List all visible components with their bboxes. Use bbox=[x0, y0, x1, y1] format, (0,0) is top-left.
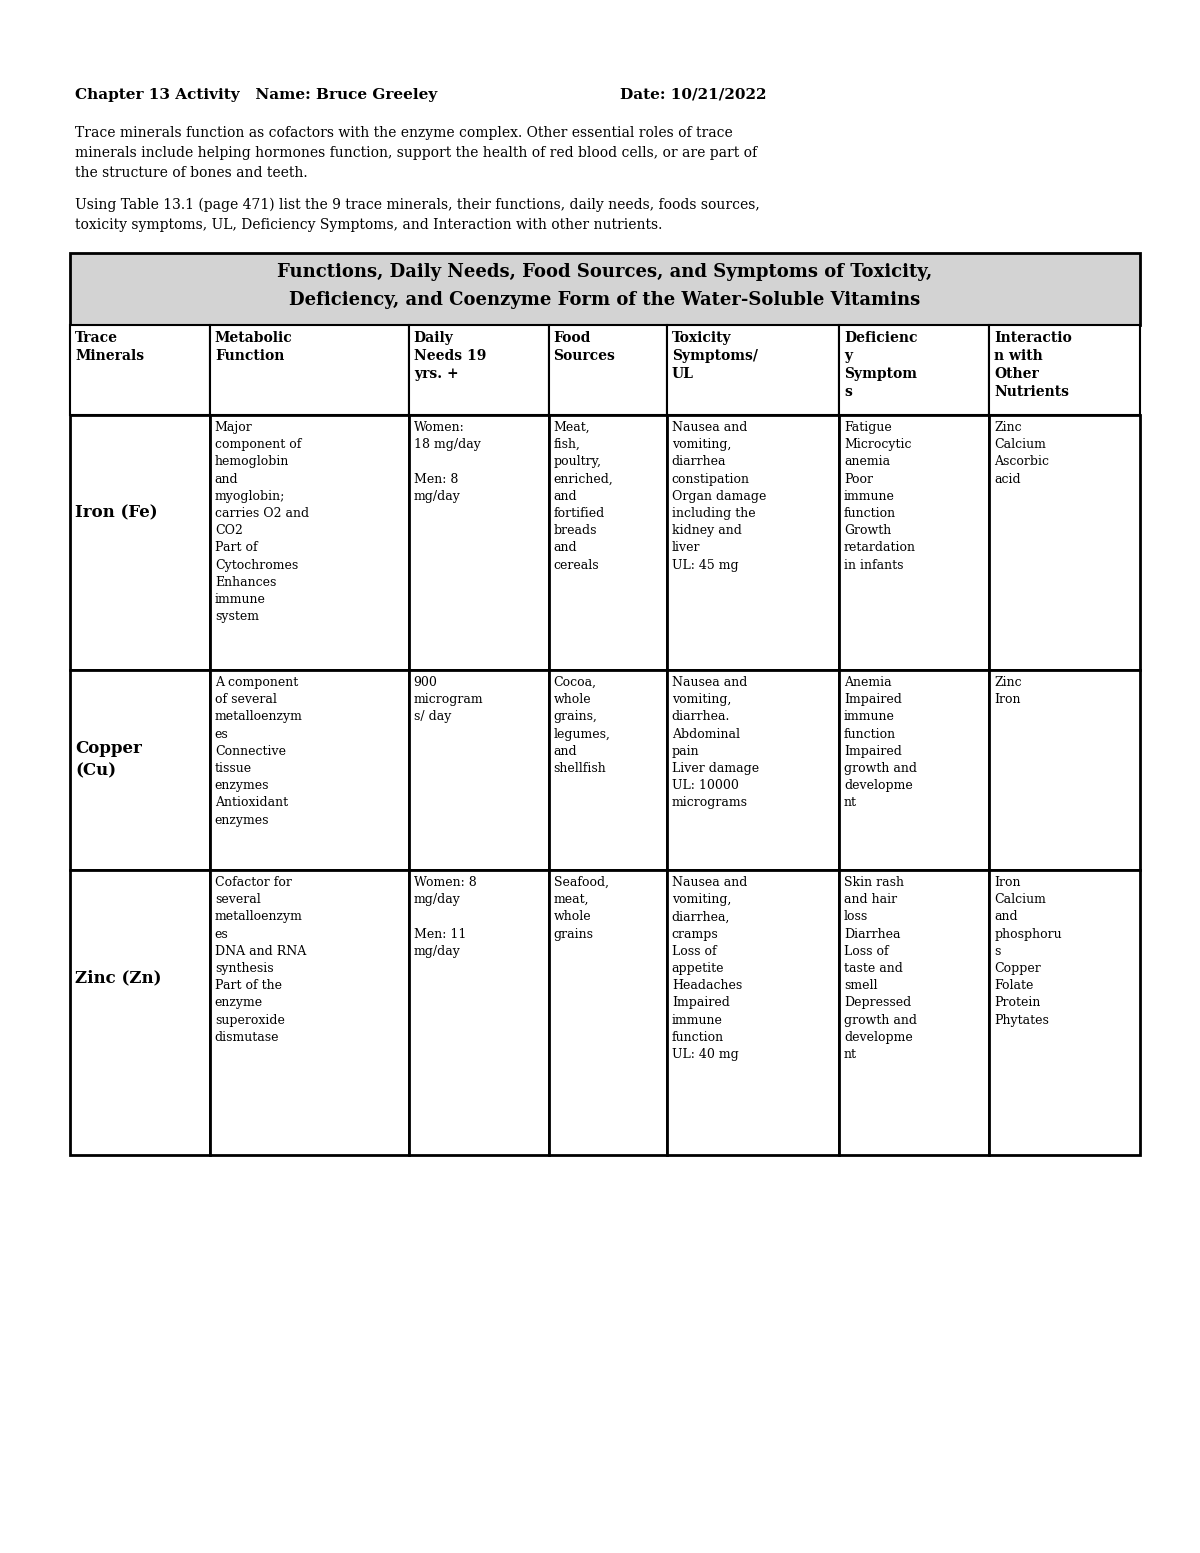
Text: A component
of several
metalloenzym
es
Connective
tissue
enzymes
Antioxidant
enz: A component of several metalloenzym es C… bbox=[215, 676, 302, 826]
Bar bbox=[70, 325, 210, 415]
Text: Nausea and
vomiting,
diarrhea
constipation
Organ damage
including the
kidney and: Nausea and vomiting, diarrhea constipati… bbox=[672, 421, 767, 572]
Bar bbox=[839, 870, 990, 1155]
Text: Daily
Needs 19
yrs. +: Daily Needs 19 yrs. + bbox=[414, 331, 486, 380]
Bar bbox=[548, 870, 667, 1155]
Bar bbox=[548, 415, 667, 669]
Text: Anemia
Impaired
immune
function
Impaired
growth and
developme
nt: Anemia Impaired immune function Impaired… bbox=[844, 676, 917, 809]
Text: Nausea and
vomiting,
diarrhea,
cramps
Loss of
appetite
Headaches
Impaired
immune: Nausea and vomiting, diarrhea, cramps Lo… bbox=[672, 876, 748, 1061]
Text: Zinc (Zn): Zinc (Zn) bbox=[74, 969, 162, 986]
Bar bbox=[667, 669, 839, 870]
Text: Functions, Daily Needs, Food Sources, and Symptoms of Toxicity,: Functions, Daily Needs, Food Sources, an… bbox=[277, 262, 932, 281]
Text: Nausea and
vomiting,
diarrhea.
Abdominal
pain
Liver damage
UL: 10000
micrograms: Nausea and vomiting, diarrhea. Abdominal… bbox=[672, 676, 758, 809]
Text: Zinc
Calcium
Ascorbic
acid: Zinc Calcium Ascorbic acid bbox=[995, 421, 1050, 486]
Text: Iron (Fe): Iron (Fe) bbox=[74, 505, 157, 522]
Bar bbox=[667, 325, 839, 415]
Bar bbox=[839, 415, 990, 669]
Bar bbox=[210, 325, 409, 415]
Text: Using Table 13.1 (page 471) list the 9 trace minerals, their functions, daily ne: Using Table 13.1 (page 471) list the 9 t… bbox=[74, 197, 760, 233]
Text: Seafood,
meat,
whole
grains: Seafood, meat, whole grains bbox=[553, 876, 608, 941]
Text: Deficienc
y
Symptom
s: Deficienc y Symptom s bbox=[844, 331, 917, 399]
Text: Iron
Calcium
and
phosphoru
s
Copper
Folate
Protein
Phytates: Iron Calcium and phosphoru s Copper Fola… bbox=[995, 876, 1062, 1027]
Bar bbox=[70, 253, 1140, 325]
Text: Copper
(Cu): Copper (Cu) bbox=[74, 739, 142, 780]
Text: Cocoa,
whole
grains,
legumes,
and
shellfish: Cocoa, whole grains, legumes, and shellf… bbox=[553, 676, 611, 775]
Bar bbox=[210, 870, 409, 1155]
Bar bbox=[409, 669, 548, 870]
Bar bbox=[210, 415, 409, 669]
Bar bbox=[409, 415, 548, 669]
Bar bbox=[409, 325, 548, 415]
Text: Meat,
fish,
poultry,
enriched,
and
fortified
breads
and
cereals: Meat, fish, poultry, enriched, and forti… bbox=[553, 421, 613, 572]
Text: Date: 10/21/2022: Date: 10/21/2022 bbox=[620, 89, 767, 102]
Text: Women:
18 mg/day

Men: 8
mg/day: Women: 18 mg/day Men: 8 mg/day bbox=[414, 421, 481, 503]
Text: Fatigue
Microcytic
anemia
Poor
immune
function
Growth
retardation
in infants: Fatigue Microcytic anemia Poor immune fu… bbox=[844, 421, 916, 572]
Text: Deficiency, and Coenzyme Form of the Water-Soluble Vitamins: Deficiency, and Coenzyme Form of the Wat… bbox=[289, 290, 920, 309]
Text: Toxicity
Symptoms/
UL: Toxicity Symptoms/ UL bbox=[672, 331, 758, 380]
Bar bbox=[839, 325, 990, 415]
Bar bbox=[548, 325, 667, 415]
Text: Trace
Minerals: Trace Minerals bbox=[74, 331, 144, 363]
Bar bbox=[667, 415, 839, 669]
Text: Major
component of
hemoglobin
and
myoglobin;
carries O2 and
CO2
Part of
Cytochro: Major component of hemoglobin and myoglo… bbox=[215, 421, 308, 623]
Text: Metabolic
Function: Metabolic Function bbox=[215, 331, 293, 363]
Bar bbox=[210, 669, 409, 870]
Text: Chapter 13 Activity   Name: Bruce Greeley: Chapter 13 Activity Name: Bruce Greeley bbox=[74, 89, 437, 102]
Bar bbox=[839, 669, 990, 870]
Bar bbox=[70, 669, 210, 870]
Text: Trace minerals function as cofactors with the enzyme complex. Other essential ro: Trace minerals function as cofactors wit… bbox=[74, 126, 757, 180]
Bar bbox=[990, 870, 1140, 1155]
Text: 900
microgram
s/ day: 900 microgram s/ day bbox=[414, 676, 484, 724]
Bar bbox=[667, 870, 839, 1155]
Text: Cofactor for
several
metalloenzym
es
DNA and RNA
synthesis
Part of the
enzyme
su: Cofactor for several metalloenzym es DNA… bbox=[215, 876, 306, 1044]
Text: Zinc
Iron: Zinc Iron bbox=[995, 676, 1022, 707]
Bar bbox=[548, 669, 667, 870]
Bar bbox=[990, 325, 1140, 415]
Bar bbox=[409, 870, 548, 1155]
Text: Skin rash
and hair
loss
Diarrhea
Loss of
taste and
smell
Depressed
growth and
de: Skin rash and hair loss Diarrhea Loss of… bbox=[844, 876, 917, 1061]
Bar bbox=[990, 669, 1140, 870]
Bar bbox=[990, 415, 1140, 669]
Text: Interactio
n with
Other
Nutrients: Interactio n with Other Nutrients bbox=[995, 331, 1072, 399]
Text: Women: 8
mg/day

Men: 11
mg/day: Women: 8 mg/day Men: 11 mg/day bbox=[414, 876, 476, 958]
Bar bbox=[70, 415, 210, 669]
Text: Food
Sources: Food Sources bbox=[553, 331, 616, 363]
Bar bbox=[70, 870, 210, 1155]
